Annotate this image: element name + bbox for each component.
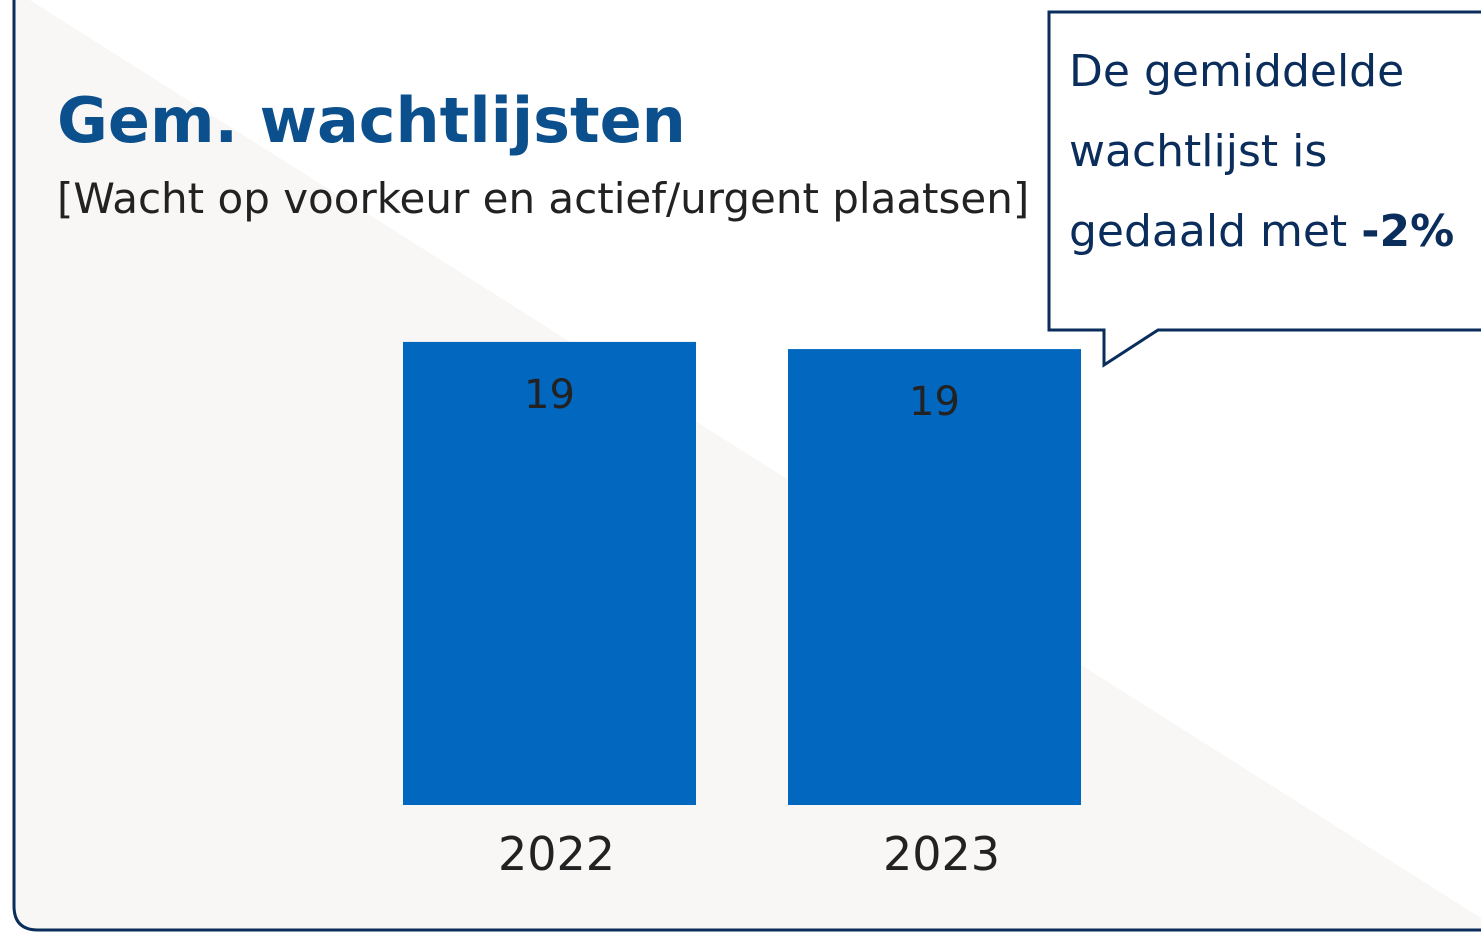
annotation-highlight: -2%	[1361, 206, 1454, 257]
chart-title: Gem. wachtlijsten	[57, 84, 686, 157]
annotation: De gemiddelde wachtlijst is gedaald met -2…	[1069, 46, 1454, 257]
annotation-line: wachtlijst is	[1069, 126, 1327, 177]
value-label: 19	[909, 379, 960, 425]
chart-subtitle: [Wacht op voorkeur en actief/urgent plaa…	[57, 174, 1029, 223]
value-label: 19	[524, 372, 575, 418]
annotation-line: gedaald met -2%	[1069, 206, 1454, 257]
x-tick-label: 2023	[883, 827, 1000, 881]
callout	[1047, 10, 1481, 368]
panel	[12, 0, 1481, 932]
bar	[788, 349, 1081, 805]
annotation-text: wachtlijst is	[1069, 126, 1327, 177]
annotation-text: De gemiddelde	[1069, 46, 1404, 97]
bar	[403, 341, 696, 805]
annotation-text: gedaald met	[1069, 206, 1347, 257]
annotation-line: De gemiddelde	[1069, 46, 1404, 97]
x-tick-label: 2022	[498, 827, 615, 881]
